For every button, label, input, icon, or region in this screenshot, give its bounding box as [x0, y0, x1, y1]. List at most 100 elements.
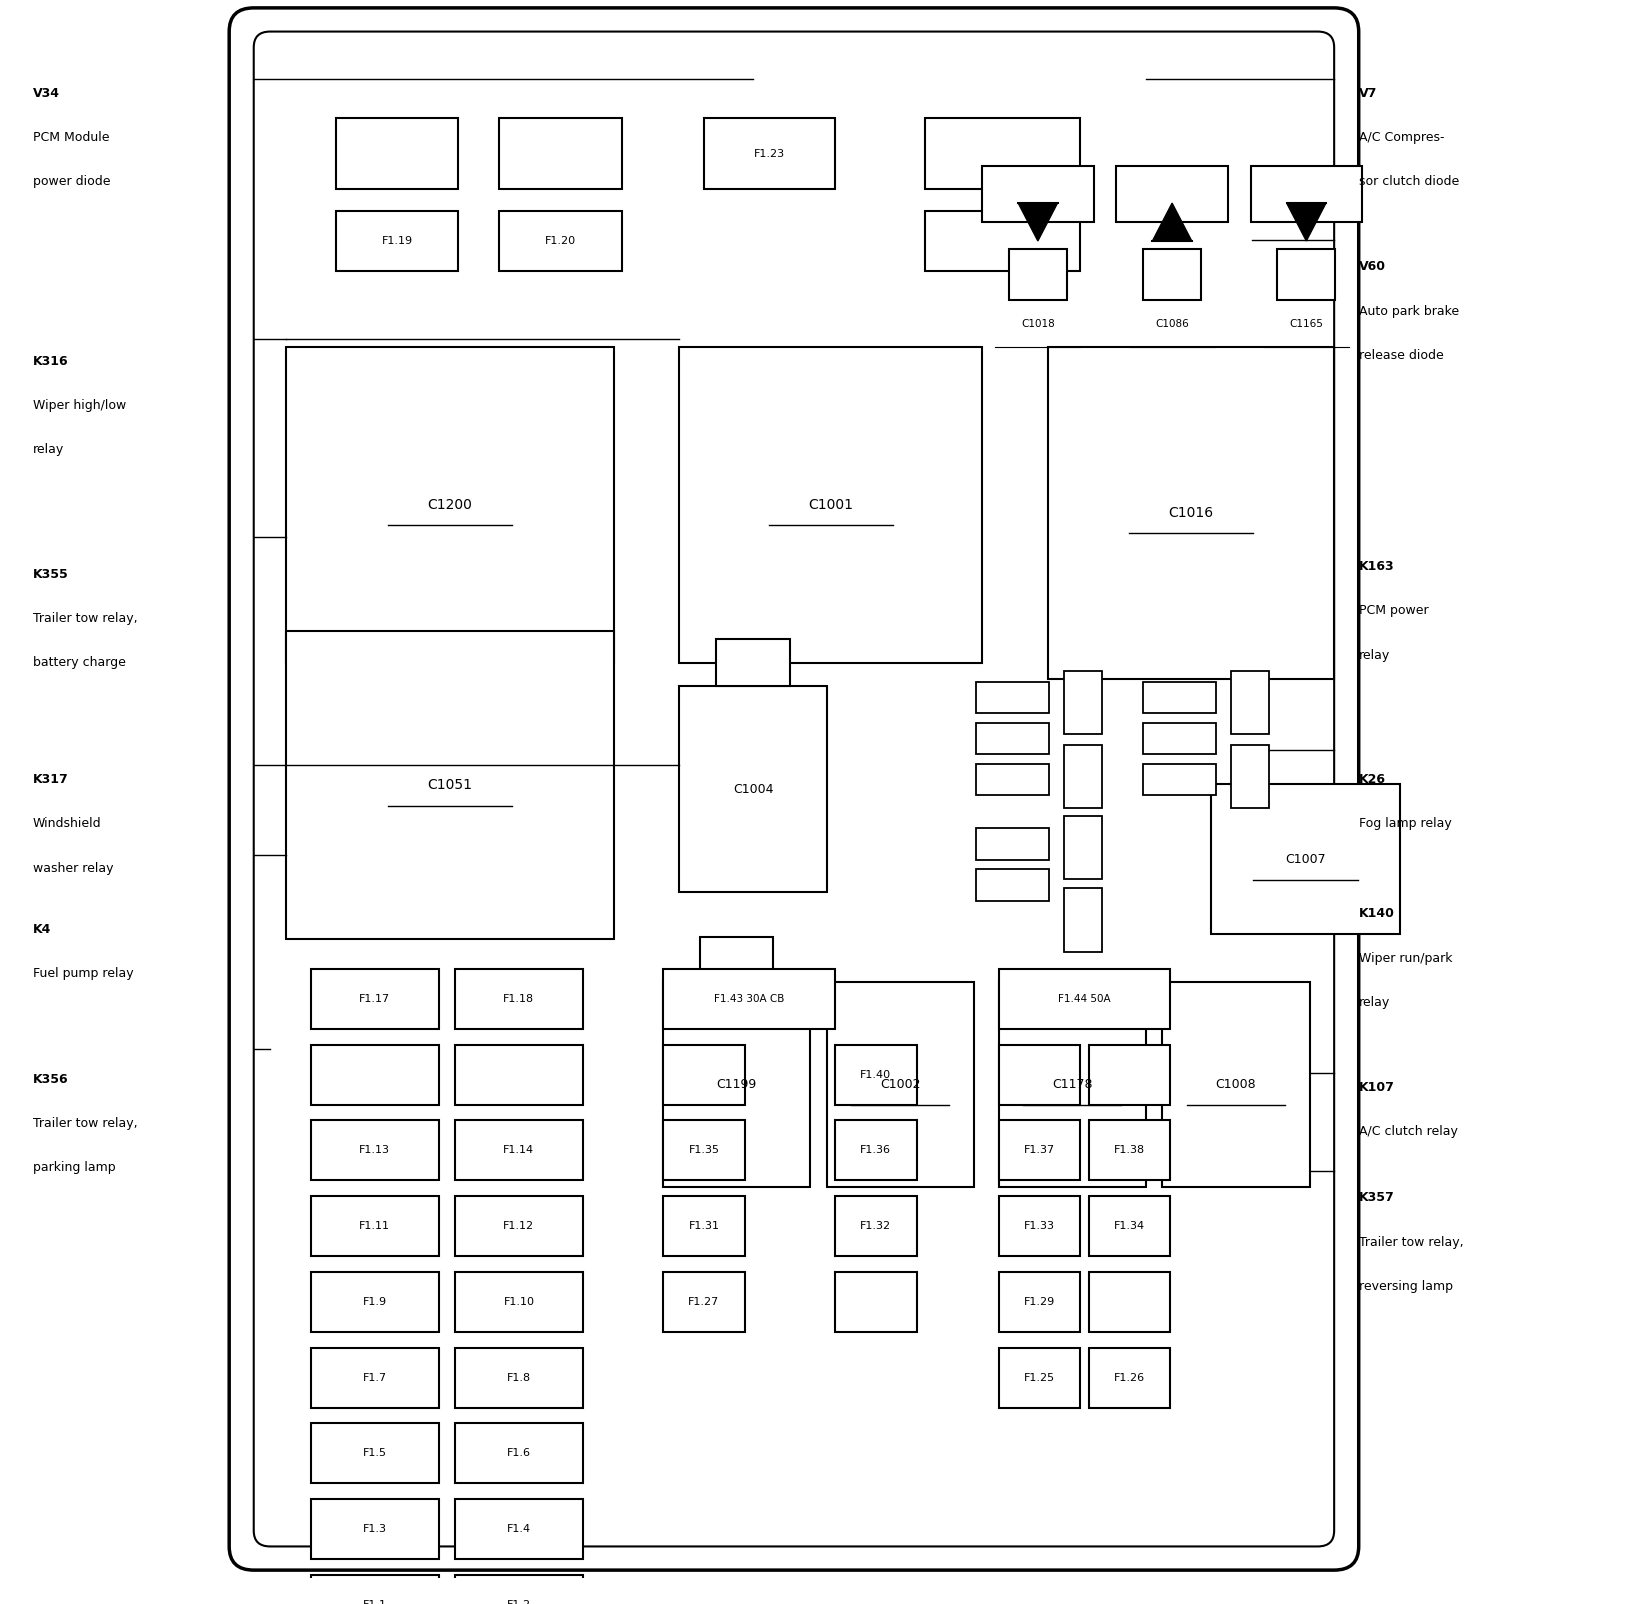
Bar [663, 1272, 745, 1331]
Text: F1.9: F1.9 [363, 1298, 386, 1307]
Text: F1.10: F1.10 [504, 1298, 534, 1307]
Text: C1002: C1002 [881, 1078, 920, 1091]
Text: F1.7: F1.7 [363, 1373, 386, 1383]
Text: release diode: release diode [1359, 348, 1444, 363]
Bar [311, 1500, 439, 1559]
Bar [976, 828, 1049, 860]
Text: C1165: C1165 [1290, 319, 1323, 329]
Text: C1200: C1200 [427, 497, 473, 512]
Text: relay: relay [1359, 648, 1390, 661]
Bar [311, 1044, 439, 1105]
Text: F1.4: F1.4 [507, 1524, 530, 1533]
Text: K317: K317 [33, 773, 69, 786]
Bar [999, 1197, 1080, 1256]
Text: Auto park brake: Auto park brake [1359, 305, 1459, 318]
Text: C1086: C1086 [1156, 319, 1188, 329]
Text: F1.18: F1.18 [503, 994, 535, 1004]
Text: Fog lamp relay: Fog lamp relay [1359, 818, 1452, 831]
Text: K107: K107 [1359, 1081, 1395, 1094]
Text: Trailer tow relay,: Trailer tow relay, [33, 613, 138, 626]
Text: power diode: power diode [33, 175, 110, 188]
Text: F1.17: F1.17 [359, 994, 391, 1004]
Bar [925, 119, 1080, 189]
Bar [455, 1347, 583, 1408]
Polygon shape [1152, 204, 1192, 241]
Bar [455, 1272, 583, 1331]
Text: PCM Module: PCM Module [33, 132, 110, 144]
Text: F1.6: F1.6 [507, 1448, 530, 1458]
Bar [679, 687, 827, 892]
Bar [336, 212, 458, 271]
Bar [1089, 1120, 1170, 1181]
Bar [704, 119, 835, 189]
Text: F1.11: F1.11 [360, 1221, 390, 1232]
Text: F1.8: F1.8 [507, 1373, 530, 1383]
Text: F1.2: F1.2 [507, 1599, 530, 1604]
Bar [1143, 249, 1202, 300]
FancyBboxPatch shape [229, 8, 1359, 1570]
Text: F1.40: F1.40 [859, 1070, 892, 1079]
Bar [455, 1423, 583, 1484]
Text: K26: K26 [1359, 773, 1385, 786]
Bar [999, 1272, 1080, 1331]
Bar [1143, 682, 1216, 714]
Bar [455, 1120, 583, 1181]
Bar [1064, 816, 1102, 879]
Bar [999, 1120, 1080, 1181]
Bar [499, 119, 622, 189]
Text: F1.43 30A CB: F1.43 30A CB [714, 994, 784, 1004]
Bar [925, 212, 1080, 271]
Text: Trailer tow relay,: Trailer tow relay, [33, 1118, 138, 1131]
Bar [1089, 1347, 1170, 1408]
Bar [1251, 165, 1362, 221]
Bar [999, 969, 1170, 1028]
Text: F1.1: F1.1 [363, 1599, 386, 1604]
Text: Fuel pump relay: Fuel pump relay [33, 967, 133, 980]
Text: C1004: C1004 [733, 783, 773, 796]
Text: F1.14: F1.14 [503, 1145, 535, 1155]
FancyBboxPatch shape [254, 32, 1334, 1546]
Text: Windshield: Windshield [33, 818, 101, 831]
Text: Trailer tow relay,: Trailer tow relay, [1359, 1235, 1463, 1248]
Polygon shape [1287, 204, 1326, 241]
Bar [663, 1197, 745, 1256]
Text: K4: K4 [33, 924, 51, 937]
Text: A/C clutch relay: A/C clutch relay [1359, 1124, 1457, 1139]
Text: K355: K355 [33, 568, 69, 581]
Bar [455, 1044, 583, 1105]
Text: F1.26: F1.26 [1113, 1373, 1146, 1383]
Text: F1.29: F1.29 [1023, 1298, 1056, 1307]
Text: F1.37: F1.37 [1023, 1145, 1056, 1155]
Bar [999, 1347, 1080, 1408]
Text: F1.36: F1.36 [861, 1145, 891, 1155]
Text: PCM power: PCM power [1359, 605, 1429, 618]
Bar [1143, 764, 1216, 796]
Bar [336, 119, 458, 189]
Text: F1.32: F1.32 [859, 1221, 892, 1232]
Text: K163: K163 [1359, 560, 1395, 573]
Text: F1.44 50A: F1.44 50A [1058, 994, 1112, 1004]
Bar [999, 1044, 1080, 1105]
Text: C1018: C1018 [1021, 319, 1054, 329]
Bar [455, 1500, 583, 1559]
Text: K316: K316 [33, 354, 69, 367]
Bar [999, 982, 1146, 1187]
Bar [976, 764, 1049, 796]
Bar [1089, 1272, 1170, 1331]
Bar [1064, 889, 1102, 951]
Bar [663, 1044, 745, 1105]
Text: battery charge: battery charge [33, 656, 126, 669]
Text: K356: K356 [33, 1073, 69, 1086]
Bar [1089, 1044, 1170, 1105]
Bar [1089, 1197, 1170, 1256]
Text: F1.23: F1.23 [753, 149, 786, 159]
Polygon shape [1018, 204, 1058, 241]
Bar [455, 1197, 583, 1256]
Bar [1162, 982, 1310, 1187]
Text: F1.34: F1.34 [1113, 1221, 1146, 1232]
Text: F1.3: F1.3 [363, 1524, 386, 1533]
Bar [1231, 670, 1269, 733]
Text: K140: K140 [1359, 908, 1395, 921]
Bar [835, 1120, 917, 1181]
Text: C1008: C1008 [1216, 1078, 1256, 1091]
